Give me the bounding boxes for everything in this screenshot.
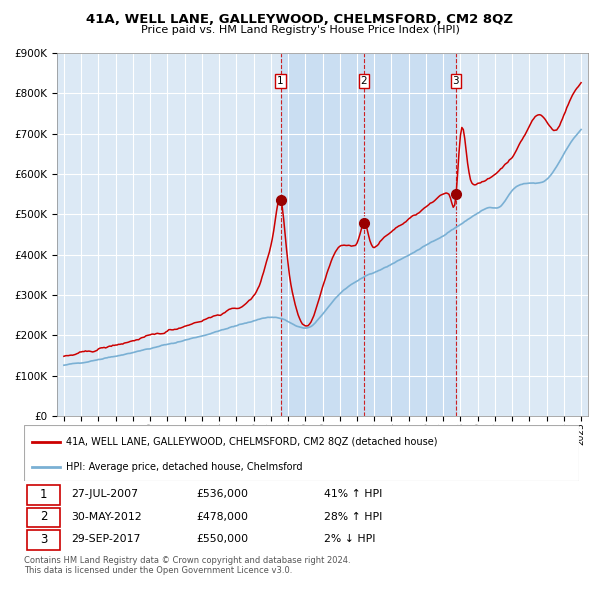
Text: £478,000: £478,000 <box>196 512 248 522</box>
Text: 27-JUL-2007: 27-JUL-2007 <box>71 489 138 499</box>
Text: 3: 3 <box>40 533 47 546</box>
Text: £550,000: £550,000 <box>196 535 248 545</box>
Text: £536,000: £536,000 <box>196 489 248 499</box>
Text: Contains HM Land Registry data © Crown copyright and database right 2024.
This d: Contains HM Land Registry data © Crown c… <box>24 556 350 575</box>
Text: Price paid vs. HM Land Registry's House Price Index (HPI): Price paid vs. HM Land Registry's House … <box>140 25 460 35</box>
FancyBboxPatch shape <box>24 425 579 481</box>
Text: 2: 2 <box>40 510 47 523</box>
FancyBboxPatch shape <box>27 485 60 504</box>
Text: 41A, WELL LANE, GALLEYWOOD, CHELMSFORD, CM2 8QZ: 41A, WELL LANE, GALLEYWOOD, CHELMSFORD, … <box>86 13 514 26</box>
Text: 41A, WELL LANE, GALLEYWOOD, CHELMSFORD, CM2 8QZ (detached house): 41A, WELL LANE, GALLEYWOOD, CHELMSFORD, … <box>65 437 437 447</box>
Text: 2: 2 <box>361 76 367 86</box>
Bar <box>281 53 456 416</box>
Text: HPI: Average price, detached house, Chelmsford: HPI: Average price, detached house, Chel… <box>65 462 302 472</box>
Text: 1: 1 <box>277 76 284 86</box>
Text: 3: 3 <box>452 76 459 86</box>
Text: 28% ↑ HPI: 28% ↑ HPI <box>324 512 382 522</box>
Text: 1: 1 <box>40 487 47 500</box>
FancyBboxPatch shape <box>27 530 60 550</box>
Text: 41% ↑ HPI: 41% ↑ HPI <box>324 489 382 499</box>
FancyBboxPatch shape <box>27 507 60 527</box>
Text: 2% ↓ HPI: 2% ↓ HPI <box>324 535 375 545</box>
Text: 30-MAY-2012: 30-MAY-2012 <box>71 512 142 522</box>
Text: 29-SEP-2017: 29-SEP-2017 <box>71 535 140 545</box>
